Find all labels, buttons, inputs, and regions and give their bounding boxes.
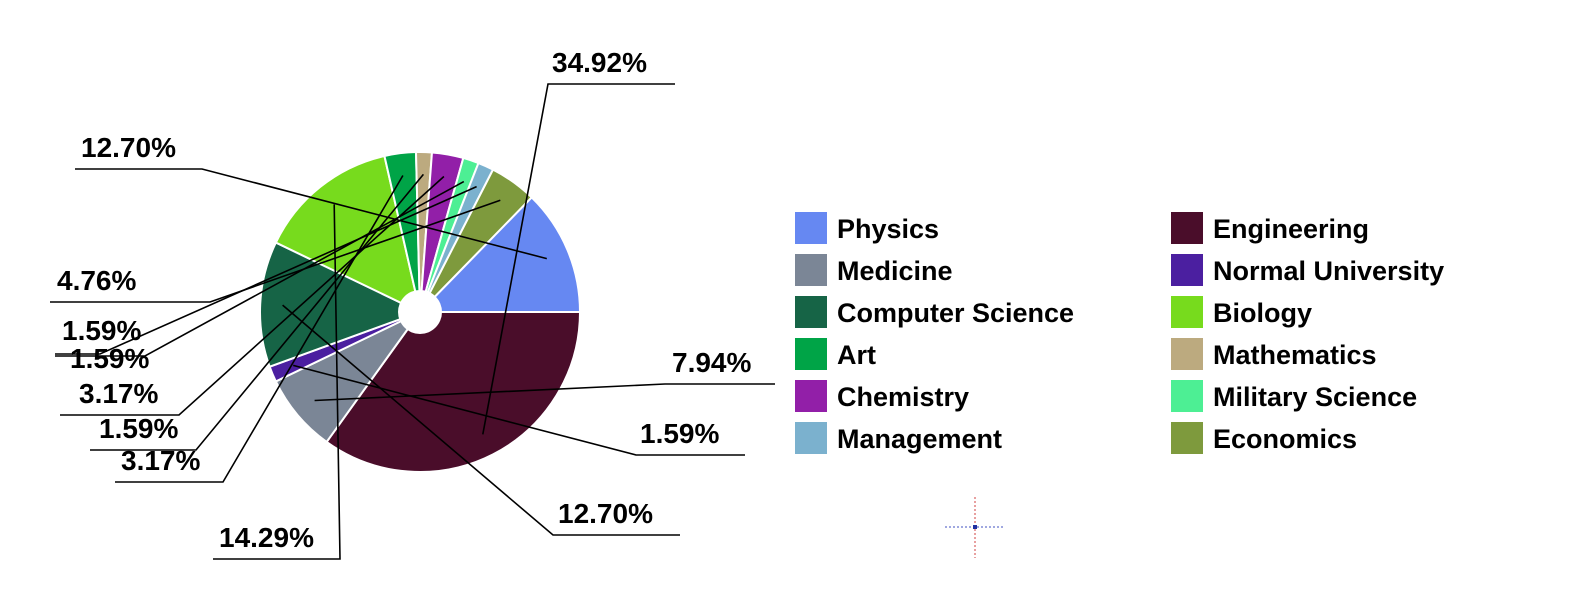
pie-slice-engineering: [325, 311, 582, 473]
data-label: 14.29%: [219, 522, 314, 553]
leader-line: [292, 364, 745, 456]
legend-swatch: [1171, 380, 1203, 412]
data-label: 1.59%: [70, 343, 149, 374]
data-label: 7.94%: [672, 347, 751, 378]
leader-line: [282, 304, 680, 536]
data-label: 4.76%: [57, 265, 136, 296]
data-labels: 34.92%7.94%1.59%12.70%14.29%3.17%1.59%3.…: [57, 47, 751, 553]
crosshair-cursor-icon: [945, 497, 1005, 558]
legend-swatch: [1171, 296, 1203, 328]
legend-swatch: [795, 296, 827, 328]
legend-label: Computer Science: [837, 298, 1074, 328]
legend-swatch: [1171, 212, 1203, 244]
leader-line: [55, 185, 477, 355]
data-label: 1.59%: [62, 315, 141, 346]
legend-swatch: [1171, 422, 1203, 454]
legend-label: Biology: [1213, 298, 1312, 328]
data-label: 12.70%: [81, 132, 176, 163]
legend-label: Physics: [837, 214, 939, 244]
leader-line: [482, 83, 675, 435]
legend-label: Art: [837, 340, 876, 370]
legend-swatch: [795, 338, 827, 370]
data-label: 1.59%: [99, 413, 178, 444]
leader-line: [75, 168, 548, 260]
data-label: 3.17%: [79, 378, 158, 409]
pie-slices: [259, 151, 582, 473]
legend-swatch: [795, 422, 827, 454]
legend-swatch: [795, 254, 827, 286]
legend-label: Normal University: [1213, 256, 1444, 286]
data-label: 3.17%: [121, 445, 200, 476]
legend-swatch: [1171, 338, 1203, 370]
leader-line: [115, 175, 404, 483]
data-label: 1.59%: [640, 418, 719, 449]
legend-swatch: [795, 380, 827, 412]
leader-line: [90, 173, 425, 451]
legend-label: Economics: [1213, 424, 1357, 454]
legend-swatch: [795, 212, 827, 244]
leader-line: [213, 204, 341, 560]
legend: Physics Medicine Computer Science Art Chemis…: [795, 212, 1444, 454]
legend-label: Mathematics: [1213, 340, 1377, 370]
legend-label: Military Science: [1213, 382, 1417, 412]
leader-line: [314, 383, 775, 402]
legend-label: Medicine: [837, 256, 953, 286]
legend-label: Chemistry: [837, 382, 969, 412]
legend-swatch: [1171, 254, 1203, 286]
legend-label: Engineering: [1213, 214, 1369, 244]
label-leaders: [50, 83, 775, 560]
pie-slice-physics: [417, 196, 582, 313]
leader-line: [60, 175, 445, 416]
data-label: 34.92%: [552, 47, 647, 78]
pie-slice-biology: [274, 154, 422, 314]
data-label: 12.70%: [558, 498, 653, 529]
legend-label: Management: [837, 424, 1002, 454]
pie-slice-computer-science: [259, 241, 423, 368]
donut-hole: [398, 290, 442, 334]
leader-line: [50, 199, 501, 303]
